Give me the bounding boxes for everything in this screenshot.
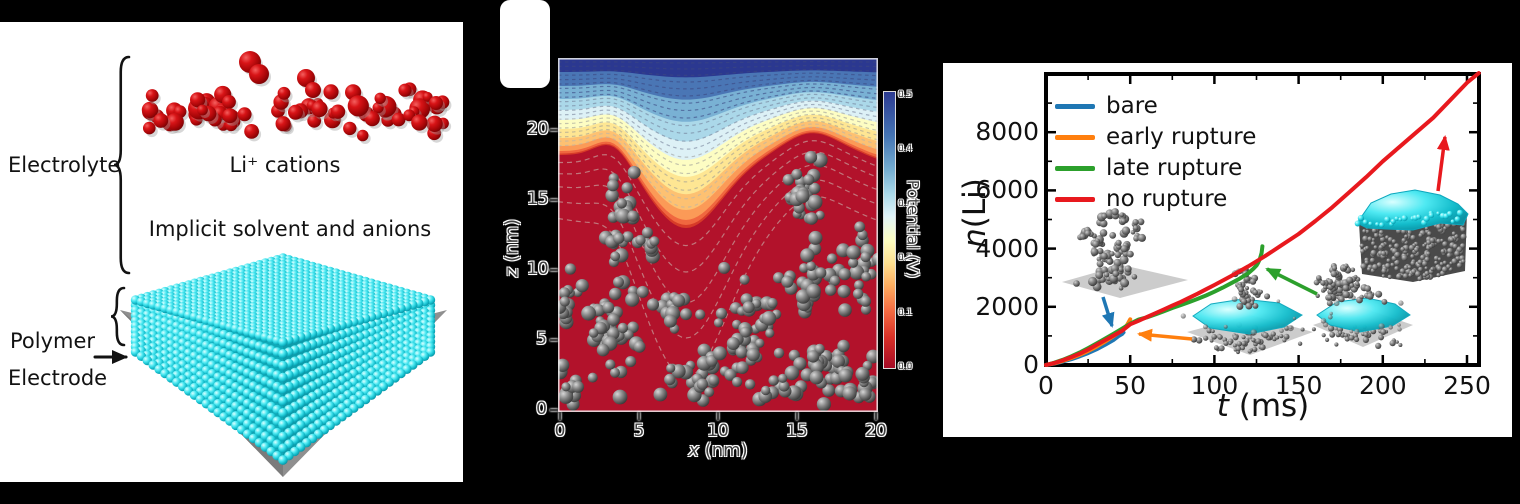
heatmap-ytick-label: 15 (527, 189, 549, 209)
heatmap-xtick-label: 0 (554, 421, 566, 441)
heatmap-ytick (550, 269, 558, 271)
heatmap-panel: 0 5 10 15 20 0 5 10 15 20 x (nm) z (nm) 0.5 0.4 0.3… (465, 0, 940, 504)
arrow-bare (1101, 296, 1115, 328)
no-rupture-cube-snapshot (1354, 189, 1469, 282)
heatmap-ytick-label: 20 (527, 119, 549, 139)
diagram-panel: Electrolyte Li⁺ cations Implicit solvent… (0, 22, 463, 482)
chart-ytick-label: 4000 (975, 233, 1039, 263)
heatmap-ytick (550, 339, 558, 341)
heatmap-ytick (550, 409, 558, 411)
label-electrolyte: Electrolyte (8, 153, 121, 177)
heatmap-ytick (550, 129, 558, 131)
legend-item-no-rupture: no rupture (1055, 184, 1256, 215)
chart-ytick-label: 0 (1023, 350, 1039, 379)
heatmap-ytick-label: 10 (527, 259, 549, 279)
arrow-early-rupture (1137, 328, 1193, 342)
label-electrode: Electrode (8, 366, 108, 390)
colorbar-tick-label: 0.0 (898, 362, 913, 372)
chart-xtick-label: 200 (1358, 371, 1407, 400)
diagram-graphic (93, 51, 452, 477)
line-chart-graphic (1044, 71, 1481, 367)
heatmap-ytick (550, 199, 558, 201)
dendrite-clusters (558, 150, 878, 412)
chart-ytick-label: 6000 (975, 175, 1039, 205)
line-chart-panel: bare early rupture late rupture no rupture … (943, 63, 1512, 437)
heatmap-xtick (638, 412, 640, 420)
potential-heatmap (558, 58, 878, 412)
chart-xtick-label: 250 (1443, 371, 1491, 400)
legend-swatch (1055, 166, 1095, 171)
arrow-no-rupture (1436, 135, 1450, 192)
late-rupture-snapshot (1311, 263, 1413, 349)
heatmap-xtick-label: 15 (786, 421, 808, 441)
colorbar-tick-label: 0.3 (898, 198, 913, 209)
heatmap-ytick-label: 5 (536, 329, 547, 349)
chart-xtick-label: 150 (1274, 371, 1323, 400)
legend-item-bare: bare (1055, 91, 1256, 122)
blank-label-box (500, 0, 550, 88)
colorbar-label: Potential (V) (903, 179, 923, 279)
colorbar-tick-label: 0.4 (898, 144, 913, 155)
series-early-rupture (1044, 317, 1133, 367)
polymer-brace (110, 286, 126, 347)
bare-dendrite-snapshot (1062, 208, 1188, 298)
legend-swatch (1055, 104, 1095, 109)
chart-xaxis-label: t (ms) (1216, 388, 1310, 424)
chart-xtick-label: 100 (1190, 371, 1239, 400)
snapshot-insets (1062, 189, 1469, 355)
label-implicit-solvent: Implicit solvent and anions (148, 217, 432, 241)
chart-xtick-label: 50 (1114, 371, 1147, 400)
label-polymer: Polymer (10, 329, 96, 353)
heatmap-xtick (559, 412, 561, 420)
chart-ytick-label: 2000 (975, 291, 1039, 321)
colorbar-tick-label: 0.1 (898, 307, 913, 318)
chart-xtick-label: 0 (1038, 371, 1054, 400)
heatmap-ytick-label: 0 (536, 399, 547, 419)
colorbar-tick-label: 0.2 (898, 253, 913, 264)
heatmap-xtick-label: 5 (633, 421, 645, 441)
heatmap-xaxis-label: x (nm) (688, 440, 748, 461)
chart-frame (1044, 72, 1481, 367)
label-li-cations: Li⁺ cations (229, 153, 341, 177)
electrode-slab (120, 253, 447, 477)
chart-ytick-label: 8000 (975, 117, 1039, 147)
chart-legend: bare early rupture late rupture no rupture (1055, 91, 1256, 215)
legend-item-early-rupture: early rupture (1055, 122, 1256, 153)
legend-label: no rupture (1106, 186, 1228, 212)
heatmap-xtick (717, 412, 719, 420)
legend-label: late rupture (1106, 155, 1243, 181)
diagram-annotations (93, 55, 131, 364)
heatmap-xtick (796, 412, 798, 420)
chart-yaxis-label: n(Li) (957, 178, 993, 248)
early-rupture-snapshot (1180, 266, 1330, 355)
li-cations-spheres (141, 51, 452, 144)
legend-swatch (1055, 197, 1095, 202)
heatmap-xtick-label: 20 (865, 421, 887, 441)
legend-label: bare (1106, 93, 1158, 119)
legend-label: early rupture (1106, 124, 1257, 150)
heatmap-xtick (875, 412, 877, 420)
colorbar-tick-label: 0.5 (898, 90, 913, 100)
heatmap-xtick-label: 10 (707, 421, 729, 441)
series-no-rupture (1044, 71, 1481, 367)
heatmap-yaxis-label: z (nm) (501, 218, 523, 278)
electrolyte-brace (113, 55, 131, 275)
legend-item-late-rupture: late rupture (1055, 153, 1256, 184)
colorbar (883, 91, 896, 369)
arrow-late-rupture (1265, 267, 1318, 296)
legend-swatch (1055, 135, 1095, 140)
